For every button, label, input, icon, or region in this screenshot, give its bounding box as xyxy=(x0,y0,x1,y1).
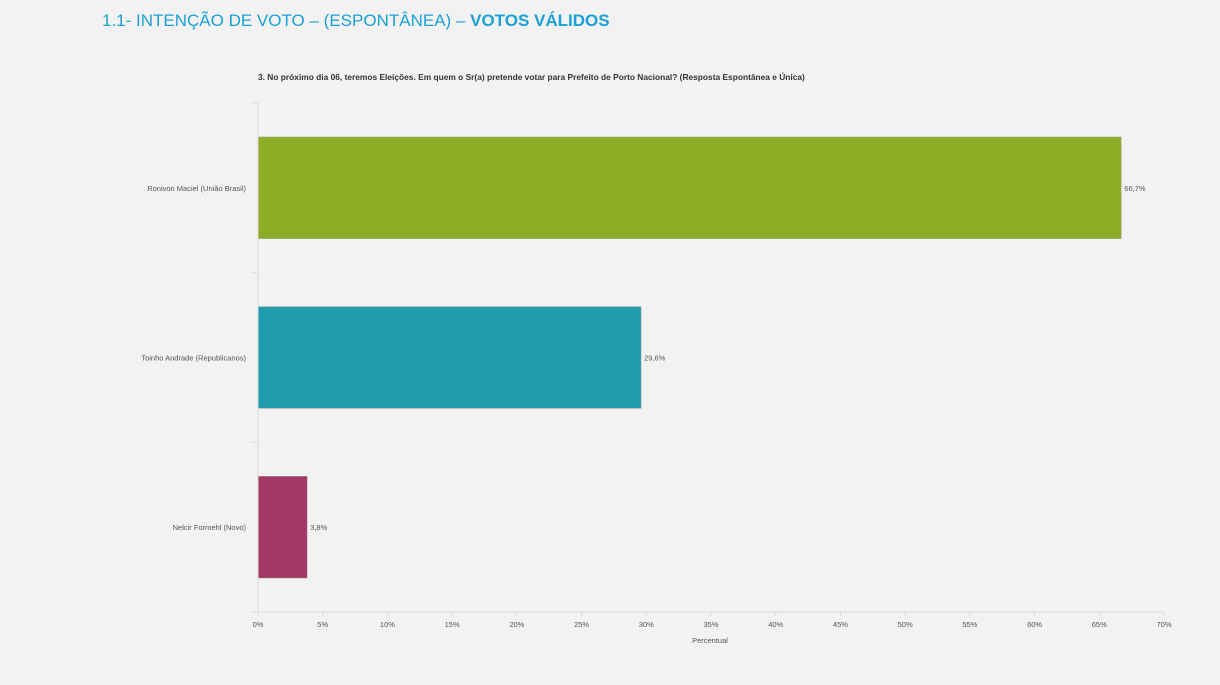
x-tick-label: 65% xyxy=(1092,620,1107,629)
x-tick-label: 40% xyxy=(768,620,783,629)
x-tick-label: 15% xyxy=(445,620,460,629)
x-tick-label: 25% xyxy=(574,620,589,629)
value-label: 66,7% xyxy=(1124,184,1146,193)
page-header: 1.1- INTENÇÃO DE VOTO – (ESPONTÂNEA) – V… xyxy=(102,11,610,31)
x-tick-label: 30% xyxy=(639,620,654,629)
bar xyxy=(257,306,642,409)
x-tick-label: 45% xyxy=(833,620,848,629)
x-tick-label: 50% xyxy=(898,620,913,629)
x-tick-label: 0% xyxy=(253,620,264,629)
bar xyxy=(257,476,308,579)
page-header-prefix: 1.1- INTENÇÃO DE VOTO – (ESPONTÂNEA) – xyxy=(102,11,471,30)
x-tick-label: 20% xyxy=(509,620,524,629)
bars-layer xyxy=(257,136,1122,579)
value-label: 3,8% xyxy=(310,523,327,532)
x-tick-label: 5% xyxy=(317,620,328,629)
category-label: Ronivon Maciel (União Brasil) xyxy=(147,184,246,193)
x-tick-label: 60% xyxy=(1027,620,1042,629)
x-tick-label: 55% xyxy=(962,620,977,629)
page-header-emphasis: VOTOS VÁLIDOS xyxy=(470,11,610,30)
axes-layer: 0% 5% 10% 15% 20% 25% 30% 35% 40% 45% 50% 55% 60% 65%… xyxy=(141,102,1172,629)
x-tick-label: 35% xyxy=(703,620,718,629)
chart-title: 3. No próximo dia 06, teremos Eleições. … xyxy=(258,72,805,82)
x-axis-title: Percentual xyxy=(692,636,728,645)
value-label: 29,6% xyxy=(644,354,666,363)
x-tick-label: 70% xyxy=(1156,620,1171,629)
bar xyxy=(257,136,1122,239)
category-label: Nelcir Formehl (Novo) xyxy=(173,523,247,532)
x-tick-label: 10% xyxy=(380,620,395,629)
category-label: Toinho Andrade (Republicanos) xyxy=(141,354,246,363)
